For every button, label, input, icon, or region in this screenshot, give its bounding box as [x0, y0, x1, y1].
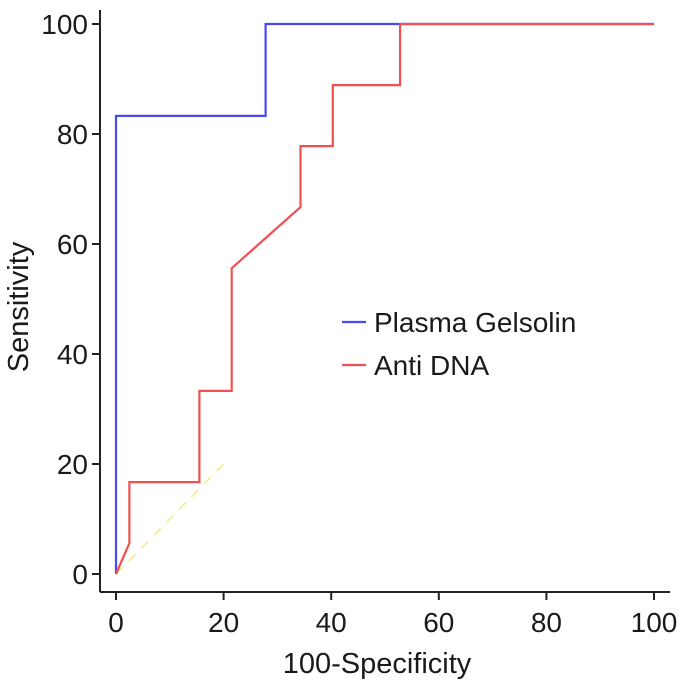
x-tick-label: 100	[631, 607, 678, 638]
legend-label: Anti DNA	[374, 350, 489, 381]
plot-area	[114, 22, 654, 575]
x-tick-label: 80	[531, 607, 562, 638]
y-tick-label: 20	[57, 449, 88, 480]
y-axis-title: Sensitivity	[3, 241, 35, 372]
x-tick-label: 20	[208, 607, 239, 638]
x-axis-ticks: 0 20 40 60 80 100	[108, 592, 677, 638]
legend-label: Plasma Gelsolin	[374, 307, 576, 338]
y-axis-ticks: 0 20 40 60 80 100	[41, 9, 100, 590]
y-tick-label: 0	[72, 559, 88, 590]
series-line-plasma-gelsolin	[114, 22, 654, 574]
y-tick-label: 60	[57, 229, 88, 260]
series-line-anti-dna	[114, 22, 654, 575]
reference-diagonal-line	[115, 463, 225, 575]
legend: Plasma Gelsolin Anti DNA	[342, 307, 576, 381]
x-tick-label: 0	[108, 607, 124, 638]
y-tick-label: 40	[57, 339, 88, 370]
y-tick-label: 100	[41, 9, 88, 40]
y-tick-label: 80	[57, 119, 88, 150]
x-axis-title: 100-Specificity	[283, 648, 472, 680]
x-tick-label: 60	[423, 607, 454, 638]
x-tick-label: 40	[316, 607, 347, 638]
